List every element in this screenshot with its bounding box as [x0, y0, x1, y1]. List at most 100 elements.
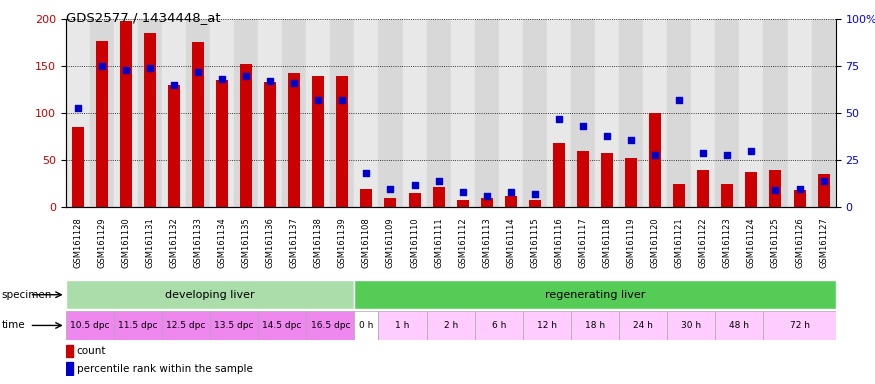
Text: 48 h: 48 h — [730, 321, 749, 330]
Bar — [144, 33, 156, 207]
Point — [456, 189, 470, 195]
Point — [624, 137, 638, 143]
Bar — [258, 311, 306, 340]
Bar — [571, 19, 595, 207]
Bar — [354, 19, 379, 207]
Bar — [162, 19, 186, 207]
Bar — [505, 196, 517, 207]
Point — [552, 116, 566, 122]
Bar — [763, 311, 836, 340]
Bar — [306, 19, 331, 207]
Text: time: time — [2, 320, 25, 331]
Bar — [427, 19, 451, 207]
Point — [167, 82, 181, 88]
Bar — [162, 311, 210, 340]
Text: 10.5 dpc: 10.5 dpc — [70, 321, 109, 330]
Bar — [384, 198, 396, 207]
Point — [71, 104, 85, 111]
Bar — [697, 170, 710, 207]
Bar — [499, 19, 523, 207]
Bar — [625, 159, 637, 207]
Bar — [95, 41, 108, 207]
Bar — [379, 19, 402, 207]
Bar — [643, 19, 668, 207]
Point — [287, 80, 301, 86]
Point — [745, 148, 759, 154]
Point — [383, 185, 397, 192]
Bar — [457, 200, 469, 207]
Text: 1 h: 1 h — [396, 321, 410, 330]
Bar — [234, 19, 258, 207]
Bar — [336, 76, 348, 207]
Bar — [312, 76, 325, 207]
Bar — [66, 19, 90, 207]
Bar — [258, 19, 283, 207]
Bar — [601, 153, 613, 207]
Text: 12 h: 12 h — [537, 321, 556, 330]
Point — [312, 97, 326, 103]
Bar — [571, 311, 620, 340]
Bar — [523, 19, 547, 207]
Point — [600, 133, 614, 139]
Point — [696, 150, 710, 156]
Text: 12.5 dpc: 12.5 dpc — [166, 321, 206, 330]
Bar — [66, 345, 74, 357]
Point — [720, 152, 734, 158]
Bar — [168, 85, 180, 207]
Bar — [746, 172, 758, 207]
Text: 16.5 dpc: 16.5 dpc — [311, 321, 350, 330]
Bar — [306, 311, 354, 340]
Bar — [240, 65, 252, 207]
Bar — [90, 19, 114, 207]
Bar — [114, 311, 162, 340]
Point — [239, 73, 253, 79]
Bar — [66, 311, 114, 340]
Bar — [475, 311, 523, 340]
Text: 13.5 dpc: 13.5 dpc — [214, 321, 254, 330]
Bar — [577, 151, 589, 207]
Bar — [528, 200, 541, 207]
Point — [263, 78, 277, 84]
Bar — [812, 19, 836, 207]
Text: 0 h: 0 h — [360, 321, 374, 330]
Bar — [553, 143, 565, 207]
Point — [408, 182, 422, 188]
Bar — [331, 19, 354, 207]
Bar — [794, 190, 806, 207]
Bar — [264, 82, 276, 207]
Bar — [673, 184, 685, 207]
Bar — [716, 19, 739, 207]
Bar — [210, 311, 258, 340]
Bar — [72, 127, 84, 207]
Bar — [739, 19, 764, 207]
Bar — [523, 311, 571, 340]
Point — [528, 191, 542, 197]
Bar — [788, 19, 812, 207]
Text: 30 h: 30 h — [682, 321, 702, 330]
Bar — [288, 73, 300, 207]
Text: 11.5 dpc: 11.5 dpc — [118, 321, 158, 330]
Point — [793, 185, 807, 192]
Text: 24 h: 24 h — [634, 321, 653, 330]
Bar — [620, 19, 643, 207]
Point — [648, 152, 662, 158]
Bar — [547, 19, 571, 207]
Point — [504, 189, 518, 195]
Bar — [120, 21, 132, 207]
Bar — [114, 19, 138, 207]
Bar — [354, 311, 379, 340]
Text: regenerating liver: regenerating liver — [545, 290, 645, 300]
Point — [215, 76, 229, 83]
Bar — [360, 189, 373, 207]
Text: percentile rank within the sample: percentile rank within the sample — [77, 364, 253, 374]
Bar — [716, 311, 763, 340]
Text: 2 h: 2 h — [444, 321, 458, 330]
Bar — [192, 42, 204, 207]
Point — [335, 97, 349, 103]
Bar — [138, 19, 162, 207]
Bar — [649, 113, 662, 207]
Bar — [210, 19, 235, 207]
Text: 18 h: 18 h — [585, 321, 605, 330]
Bar — [283, 19, 306, 207]
Bar — [66, 280, 354, 309]
